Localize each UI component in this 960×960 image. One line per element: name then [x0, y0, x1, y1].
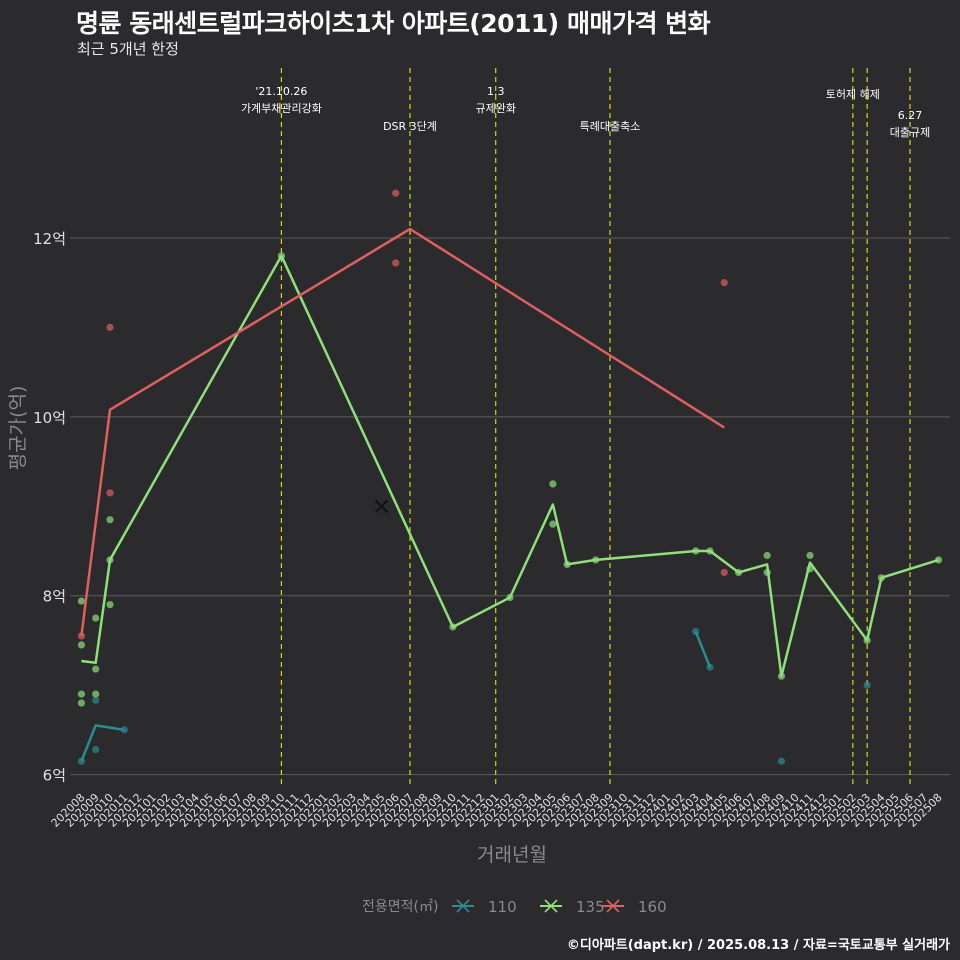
event-label: 6.27	[898, 109, 923, 122]
y-axis-title: 평균가(억)	[7, 386, 29, 471]
legend-swatch-cross	[544, 899, 558, 913]
event-label: '21.10.26	[255, 85, 307, 98]
data-point-135	[77, 699, 86, 707]
y-tick-label: 8억	[43, 588, 66, 606]
legend-label-110: 110	[488, 898, 517, 916]
event-label: 특례대출축소	[580, 120, 641, 133]
event-label: 가계부채관리강화	[241, 102, 322, 115]
event-label: 규제완화	[475, 102, 515, 115]
data-point-160	[392, 259, 400, 267]
data-point-135	[549, 520, 557, 528]
data-point-135	[106, 601, 114, 609]
event-label: DSR 3단계	[383, 120, 437, 133]
data-cross-135	[374, 499, 389, 513]
data-point-135	[77, 690, 86, 698]
data-point-135	[92, 665, 100, 673]
data-point-110	[863, 681, 871, 689]
data-point-135	[92, 614, 100, 622]
data-point-160	[106, 323, 114, 331]
series-line-110	[80, 724, 125, 762]
chart-subtitle: 최근 5개년 한정	[77, 40, 179, 58]
legend-swatch-cross	[606, 899, 620, 913]
data-point-110	[777, 757, 786, 765]
y-tick-label: 12억	[33, 230, 66, 248]
data-point-160	[106, 489, 114, 497]
series-line-160	[80, 227, 725, 637]
legend-label-135: 135	[576, 898, 605, 916]
event-label: 1.3	[487, 85, 505, 98]
data-point-135	[806, 551, 814, 560]
event-label: 대출규제	[890, 126, 930, 139]
data-point-160	[720, 279, 728, 287]
data-point-135	[77, 641, 86, 649]
event-label: 토허제 해제	[826, 87, 880, 101]
data-point-160	[392, 189, 400, 197]
data-point-135	[77, 597, 86, 605]
legend-swatch-cross	[456, 899, 470, 913]
chart-title: 명륜 동래센트럴파크하이츠1차 아파트(2011) 매매가격 변화	[76, 9, 711, 38]
data-point-110	[92, 745, 100, 754]
data-point-135	[92, 690, 100, 698]
data-point-160	[720, 568, 728, 577]
y-tick-label: 6억	[43, 767, 66, 785]
legend-label-160: 160	[638, 898, 667, 916]
data-point-135	[763, 551, 771, 560]
source-caption: ©디아파트(dapt.kr) / 2025.08.13 / 자료=국토교통부 실…	[566, 938, 950, 953]
y-tick-label: 10억	[33, 409, 66, 427]
data-point-135	[549, 480, 557, 488]
data-point-135	[106, 516, 114, 524]
x-axis-title: 거래년월	[477, 844, 547, 866]
series-line-110-b	[694, 631, 712, 668]
legend-title: 전용면적(㎡)	[362, 899, 438, 915]
data-point-110	[92, 696, 100, 704]
series-line-135	[81, 254, 939, 678]
